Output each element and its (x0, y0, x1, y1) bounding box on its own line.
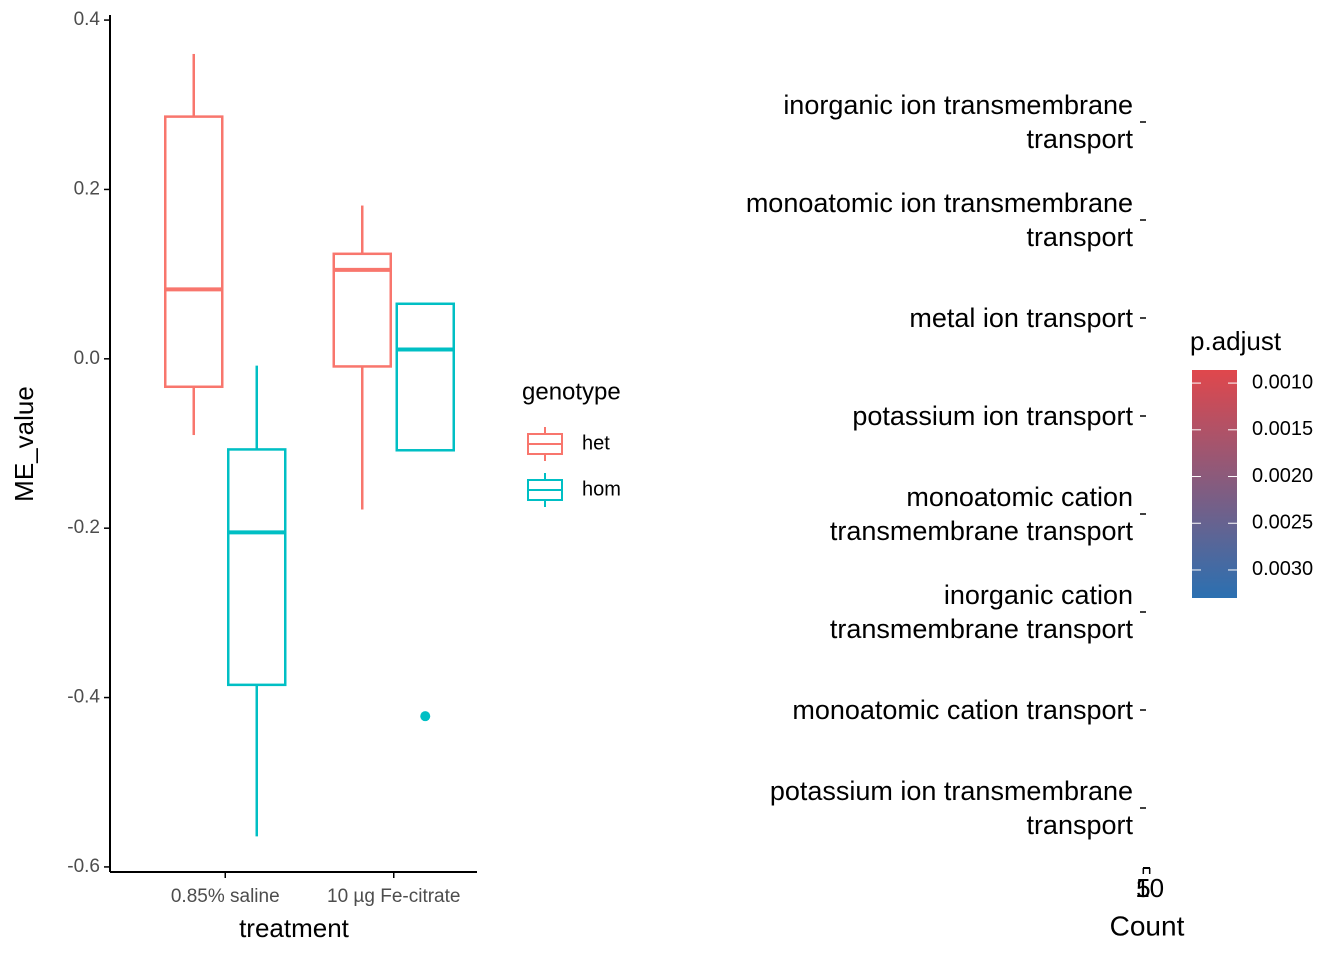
y-tick-label: monoatomic cation transport (792, 695, 1133, 725)
colorbar-label: 0.0010 (1252, 371, 1313, 393)
y-tick-label: 0.4 (74, 9, 101, 30)
colorbar-label: 0.0025 (1252, 512, 1313, 534)
x-tick-label: 5 (1136, 873, 1150, 903)
y-tick-label: monoatomic ion transmembrane transport (745, 188, 1133, 252)
y-tick-label: potassium ion transmembrane transport (769, 776, 1133, 840)
y-tick-label: monoatomic cation transmembrane transpor… (829, 482, 1133, 546)
y-tick-label: -0.2 (67, 517, 100, 538)
colorbar-label: 0.0030 (1252, 558, 1313, 580)
x-axis-title: treatment (239, 913, 350, 943)
y-tick-label: -0.6 (67, 856, 100, 877)
y-tick-label: 0.2 (74, 178, 100, 199)
legend-title: p.adjust (1190, 326, 1282, 356)
box (332, 252, 392, 368)
y-tick-label: -0.4 (67, 687, 100, 708)
y-tick-label: potassium ion transport (852, 401, 1133, 431)
box (395, 302, 455, 452)
x-tick-label: 10 (1135, 873, 1164, 903)
colorbar-label: 0.0015 (1252, 418, 1313, 440)
outlier (420, 711, 431, 722)
legend-title: genotype (522, 378, 621, 405)
box (227, 448, 287, 687)
y-tick-label: 0.0 (74, 348, 100, 369)
box (164, 115, 224, 389)
y-tick-label: inorganic ion transmembrane transport (783, 90, 1133, 154)
colorbar-label: 0.0020 (1252, 465, 1313, 487)
x-tick-label: 0.85% saline (171, 886, 280, 907)
y-tick-label: metal ion transport (909, 303, 1133, 333)
y-axis-title: ME_value (9, 386, 39, 502)
x-axis-title: Count (1110, 910, 1185, 941)
colorbar (1192, 370, 1237, 598)
y-tick-label: inorganic cation transmembrane transport (829, 580, 1133, 644)
legend-label: het (582, 432, 610, 454)
x-tick-label: 10 µg Fe-citrate (327, 886, 460, 907)
legend-label: hom (582, 478, 621, 500)
